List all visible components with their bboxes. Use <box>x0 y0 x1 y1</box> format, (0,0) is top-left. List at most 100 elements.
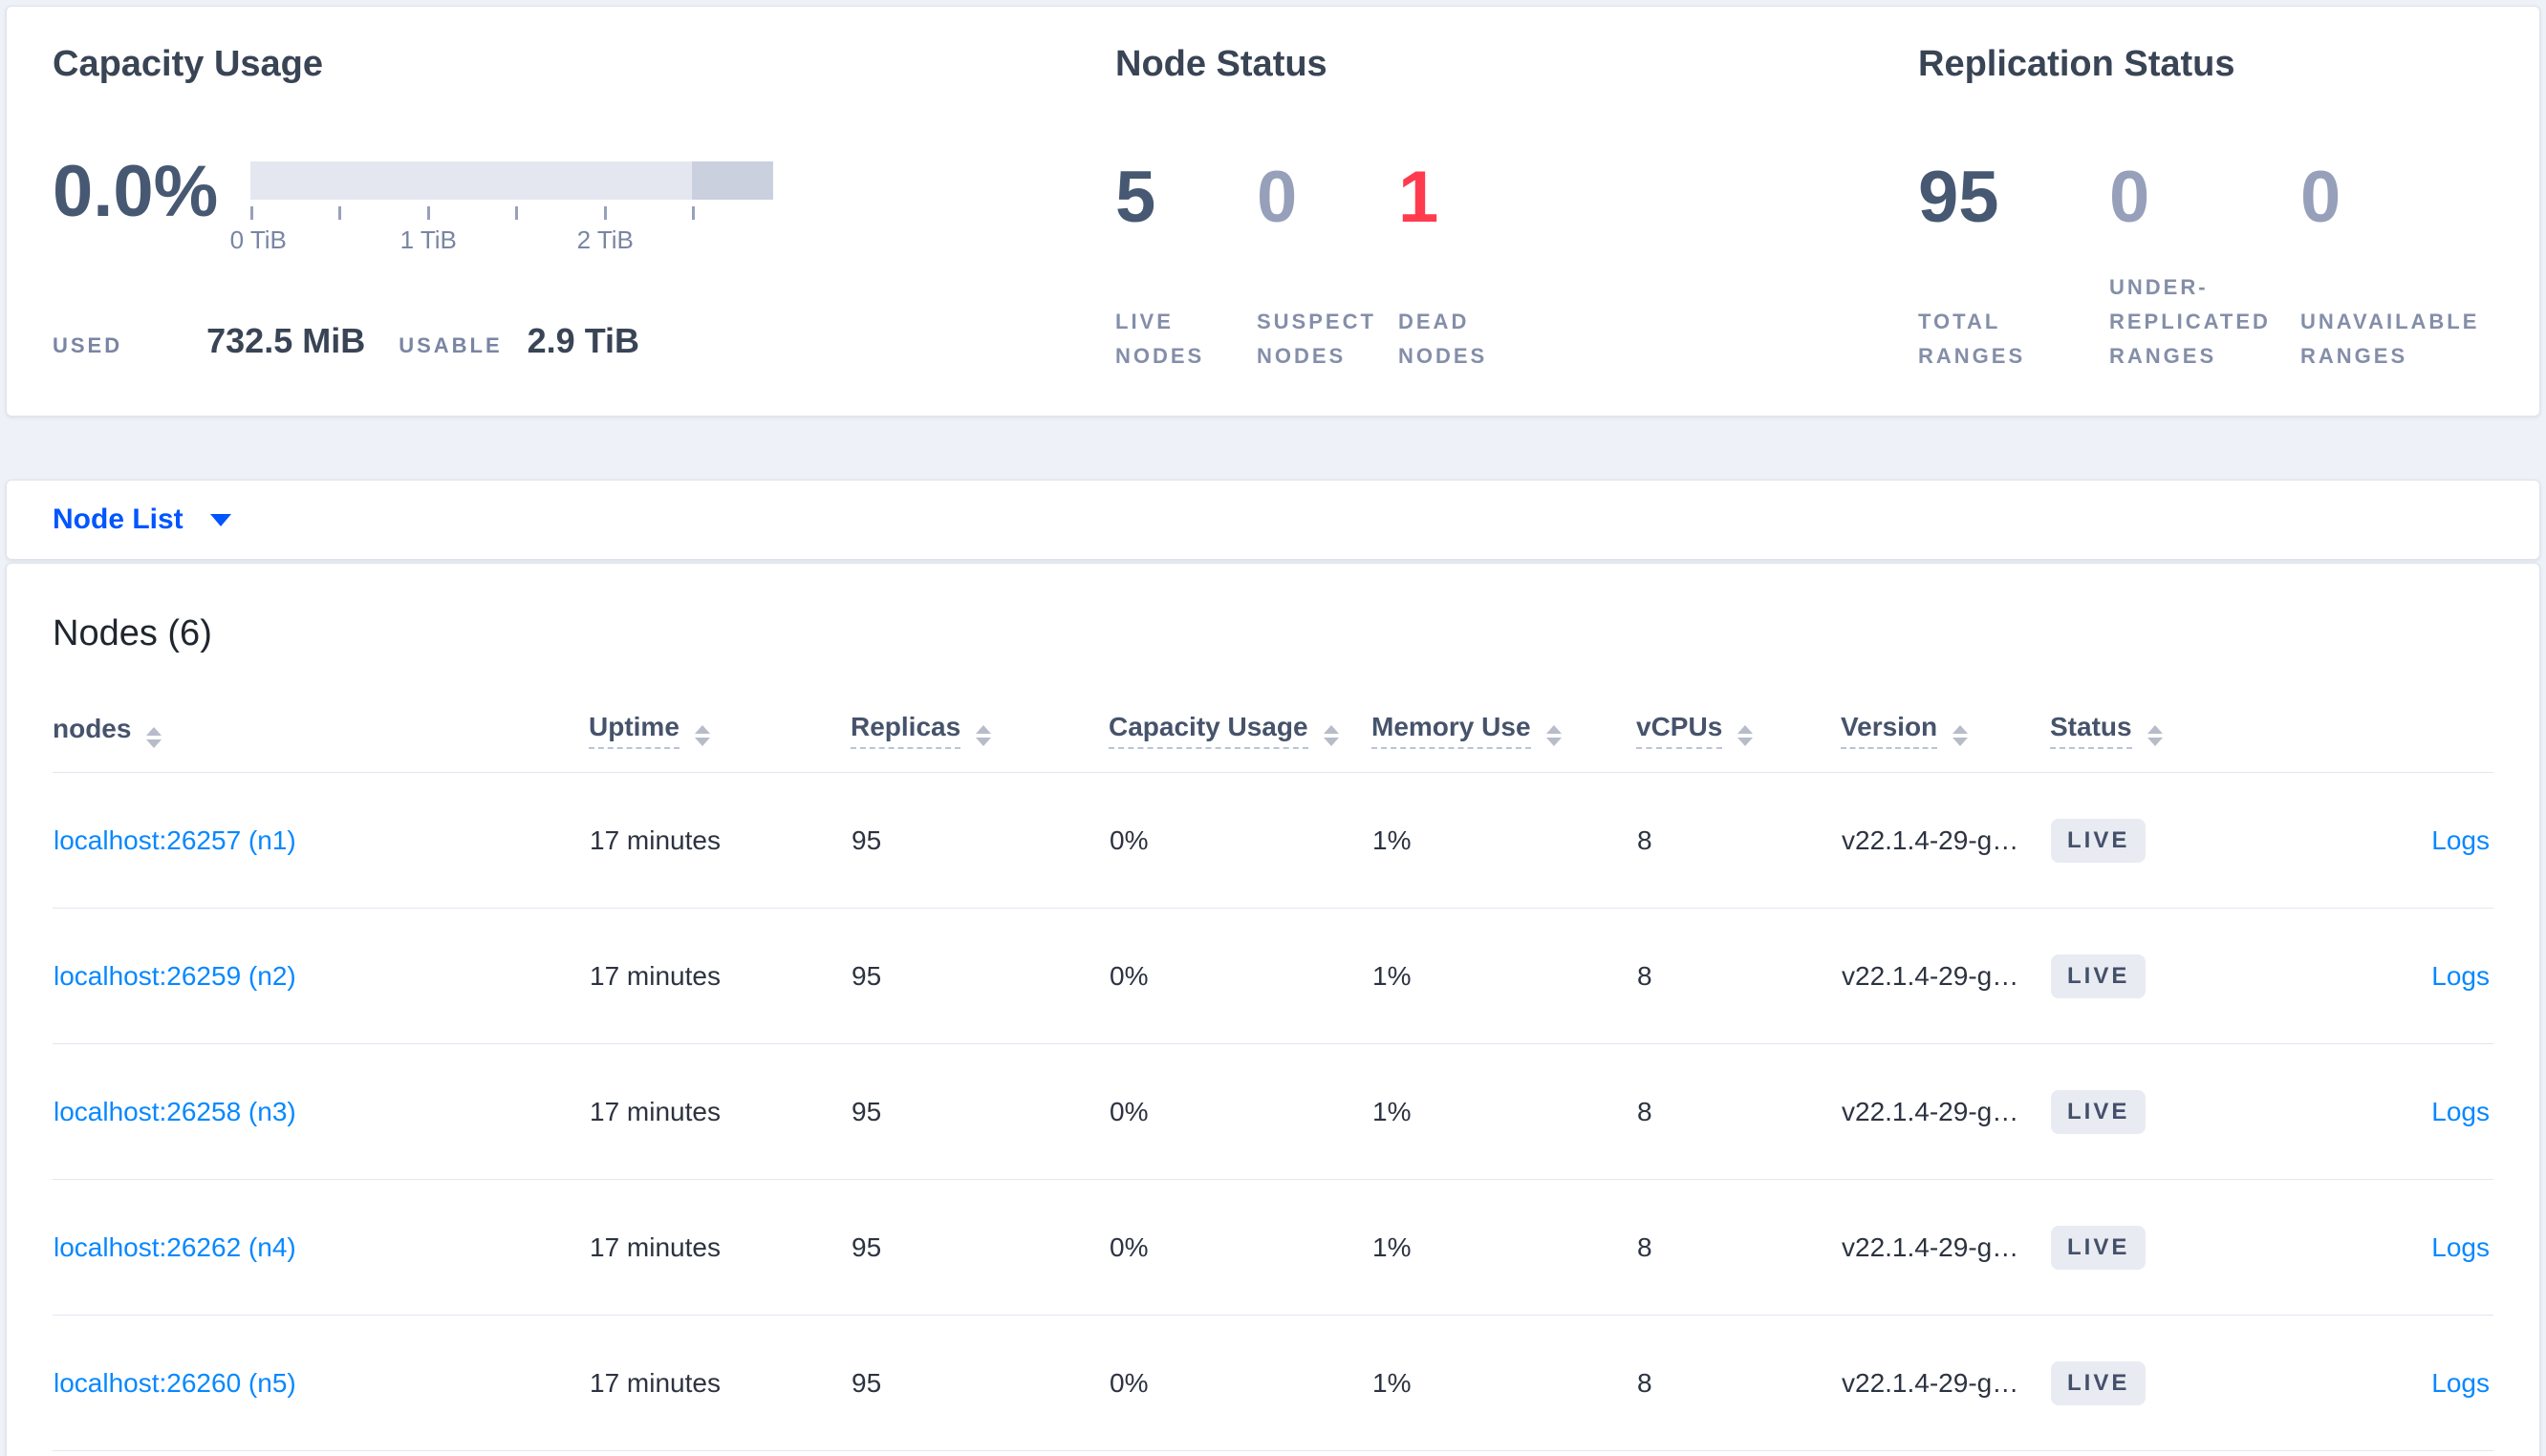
capacity-used-percent: 0.0% <box>53 150 219 232</box>
column-header-version[interactable]: Version <box>1841 660 2050 773</box>
replicas-cell: 95 <box>851 1179 1109 1316</box>
capacity-gauge-dark-segment <box>692 161 774 200</box>
memory-cell: 1% <box>1371 772 1636 909</box>
replicas-cell: 95 <box>851 1043 1109 1180</box>
capacity-gauge-tick-labels: 0 TiB 1 TiB 2 TiB <box>230 225 773 254</box>
logs-link[interactable]: Logs <box>2431 960 2490 991</box>
nodes-table-card: Nodes (6) nodes Uptime Replicas Capacity… <box>6 563 2540 1456</box>
sort-icon[interactable] <box>1737 725 1754 746</box>
status-badge: LIVE <box>2051 953 2147 998</box>
dead-nodes-stat: 1 DEAD NODES <box>1398 161 1540 374</box>
sort-icon[interactable] <box>694 725 710 746</box>
suspect-nodes-count: 0 <box>1257 156 1298 238</box>
version-cell: v22.1.4-29-g… <box>1841 772 2050 909</box>
capacity-gauge-ticks <box>250 205 773 220</box>
unavailable-ranges-stat: 0 UNAVAILABLE RANGES <box>2300 161 2492 374</box>
logs-link[interactable]: Logs <box>2431 1367 2490 1398</box>
dead-nodes-label: DEAD NODES <box>1398 309 1488 368</box>
table-row: localhost:26260 (n5) 17 minutes 95 0% 1%… <box>53 1315 2493 1451</box>
total-ranges-stat: 95 TOTAL RANGES <box>1918 161 2109 374</box>
version-cell: v22.1.4-29-g… <box>1841 1179 2050 1316</box>
status-badge: LIVE <box>2051 1360 2147 1405</box>
memory-cell: 1% <box>1371 1043 1636 1180</box>
table-row: localhost:26257 (n1) 17 minutes 95 0% 1%… <box>53 772 2493 909</box>
used-label: USED <box>53 332 123 357</box>
replicas-cell: 95 <box>851 908 1109 1044</box>
memory-cell: 1% <box>1371 1179 1636 1316</box>
memory-cell: 1% <box>1371 1315 1636 1451</box>
capacity-usage-title: Capacity Usage <box>53 44 324 84</box>
node-list-dropdown[interactable]: Node List <box>53 503 231 536</box>
under-replicated-ranges-stat: 0 UNDER- REPLICATED RANGES <box>2109 161 2300 374</box>
replication-status-title: Replication Status <box>1918 44 2235 84</box>
suspect-nodes-label: SUSPECT NODES <box>1257 309 1376 368</box>
column-header-capacity-usage[interactable]: Capacity Usage <box>1109 660 1371 773</box>
node-link[interactable]: localhost:26260 (n5) <box>54 1367 296 1398</box>
column-header-uptime[interactable]: Uptime <box>589 660 851 773</box>
sort-icon[interactable] <box>976 725 992 746</box>
vcpus-cell: 8 <box>1636 772 1841 909</box>
capacity-gauge: 0 TiB 1 TiB 2 TiB <box>230 161 774 254</box>
memory-cell: 1% <box>1371 908 1636 1044</box>
vcpus-cell: 8 <box>1636 1315 1841 1451</box>
column-header-status[interactable]: Status <box>2050 660 2247 773</box>
column-header-memory-use[interactable]: Memory Use <box>1371 660 1636 773</box>
uptime-cell: 17 minutes <box>589 772 851 909</box>
column-header-nodes[interactable]: nodes <box>53 660 589 773</box>
view-selector-bar: Node List <box>6 480 2540 560</box>
tick-label-2: 2 TiB <box>576 225 634 254</box>
replicas-cell: 95 <box>851 772 1109 909</box>
live-nodes-stat: 5 LIVE NODES <box>1115 161 1257 374</box>
logs-link[interactable]: Logs <box>2431 1231 2490 1262</box>
uptime-cell: 17 minutes <box>589 1315 851 1451</box>
nodes-table: nodes Uptime Replicas Capacity Usage Mem… <box>53 660 2493 1451</box>
logs-link[interactable]: Logs <box>2431 824 2490 855</box>
capacity-cell: 0% <box>1109 1179 1371 1316</box>
column-header-replicas[interactable]: Replicas <box>851 660 1109 773</box>
status-badge: LIVE <box>2051 818 2147 863</box>
usable-label: USABLE <box>399 332 503 357</box>
node-link[interactable]: localhost:26258 (n3) <box>54 1096 296 1126</box>
used-value: 732.5 MiB <box>206 320 366 360</box>
logs-link[interactable]: Logs <box>2431 1096 2490 1126</box>
capacity-cell: 0% <box>1109 1315 1371 1451</box>
sort-icon[interactable] <box>1323 725 1339 746</box>
column-header-logs <box>2247 660 2493 773</box>
node-status-title: Node Status <box>1115 44 1327 84</box>
sort-icon[interactable] <box>1953 725 1969 746</box>
uptime-cell: 17 minutes <box>589 908 851 1044</box>
usable-value: 2.9 TiB <box>527 320 640 360</box>
node-link[interactable]: localhost:26259 (n2) <box>54 960 296 991</box>
node-link[interactable]: localhost:26262 (n4) <box>54 1231 296 1262</box>
replication-status-panel: Replication Status 95 TOTAL RANGES 0 UND… <box>1918 7 2539 416</box>
table-header-row: nodes Uptime Replicas Capacity Usage Mem… <box>53 660 2493 773</box>
live-nodes-label: LIVE NODES <box>1115 309 1205 368</box>
node-link[interactable]: localhost:26257 (n1) <box>54 824 296 855</box>
uptime-cell: 17 minutes <box>589 1043 851 1180</box>
sort-icon[interactable] <box>1545 725 1562 746</box>
status-badge: LIVE <box>2051 1225 2147 1270</box>
tick-label-0: 0 TiB <box>229 225 287 254</box>
table-row: localhost:26259 (n2) 17 minutes 95 0% 1%… <box>53 908 2493 1044</box>
under-replicated-ranges-count: 0 <box>2109 156 2150 238</box>
column-header-vcpus[interactable]: vCPUs <box>1636 660 1841 773</box>
vcpus-cell: 8 <box>1636 1043 1841 1180</box>
sort-icon[interactable] <box>146 726 162 748</box>
version-cell: v22.1.4-29-g… <box>1841 908 2050 1044</box>
cluster-summary-card: Capacity Usage 0.0% 0 TiB 1 TiB 2 TiB <box>6 6 2540 417</box>
suspect-nodes-stat: 0 SUSPECT NODES <box>1257 161 1398 374</box>
capacity-usage-panel: Capacity Usage 0.0% 0 TiB 1 TiB 2 TiB <box>7 7 1115 416</box>
unavailable-ranges-count: 0 <box>2300 156 2341 238</box>
table-row: localhost:26262 (n4) 17 minutes 95 0% 1%… <box>53 1179 2493 1316</box>
node-list-dropdown-label: Node List <box>53 503 183 535</box>
sort-icon[interactable] <box>2147 725 2163 746</box>
status-badge: LIVE <box>2051 1089 2147 1134</box>
table-row: localhost:26258 (n3) 17 minutes 95 0% 1%… <box>53 1043 2493 1180</box>
capacity-cell: 0% <box>1109 1043 1371 1180</box>
version-cell: v22.1.4-29-g… <box>1841 1043 2050 1180</box>
vcpus-cell: 8 <box>1636 908 1841 1044</box>
tick-label-1: 1 TiB <box>399 225 457 254</box>
vcpus-cell: 8 <box>1636 1179 1841 1316</box>
node-status-panel: Node Status 5 LIVE NODES 0 SUSPECT NODES… <box>1115 7 1918 416</box>
